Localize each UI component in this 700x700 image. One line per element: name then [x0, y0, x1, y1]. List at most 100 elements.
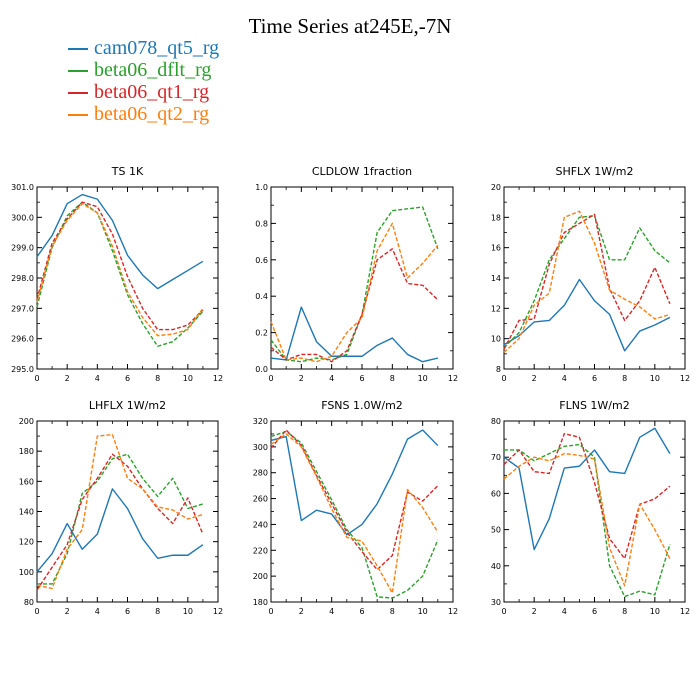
- x-tick-label: 2: [532, 374, 537, 383]
- x-tick-label: 4: [562, 607, 567, 616]
- x-tick-label: 4: [329, 607, 334, 616]
- series-line: [503, 213, 671, 350]
- series-line: [270, 248, 439, 363]
- x-tick-label: 8: [390, 374, 395, 383]
- x-tick-label: 6: [592, 374, 597, 383]
- chart-title: FSNS 1.0W/m2: [321, 399, 403, 412]
- x-tick-label: 0: [268, 607, 273, 616]
- series-line: [270, 306, 438, 363]
- x-tick-label: 2: [299, 607, 304, 616]
- x-tick-label: 0: [268, 374, 273, 383]
- y-tick-label: 0.6: [255, 256, 268, 265]
- series-line: [503, 452, 671, 587]
- x-tick-label: 6: [592, 607, 597, 616]
- y-tick-label: 299.0: [11, 244, 34, 253]
- x-tick-label: 6: [359, 607, 364, 616]
- x-tick-label: 12: [448, 607, 458, 616]
- y-tick-label: 70: [491, 453, 501, 462]
- x-tick-label: 4: [329, 374, 334, 383]
- x-tick-label: 12: [448, 374, 458, 383]
- y-tick-label: 20: [491, 183, 501, 192]
- x-tick-label: 8: [622, 607, 627, 616]
- x-tick-label: 0: [34, 607, 39, 616]
- y-tick-label: 220: [253, 546, 268, 555]
- x-tick-label: 12: [680, 607, 690, 616]
- y-tick-label: 180: [19, 447, 34, 456]
- series-line: [270, 429, 439, 571]
- series-line: [503, 210, 671, 353]
- y-tick-label: 140: [19, 508, 34, 517]
- series-line: [36, 201, 204, 331]
- legend-swatch: [68, 92, 88, 94]
- series-line: [37, 453, 204, 585]
- legend-label: beta06_qt1_rg: [94, 81, 210, 103]
- series-line: [36, 193, 204, 290]
- x-tick-label: 4: [562, 374, 567, 383]
- x-tick-label: 4: [95, 374, 100, 383]
- chart-panel: TS 1K 0 2 4 6 8 10 12 295.0 296.0 297.0 298.0 299.0 3…: [11, 165, 223, 383]
- y-tick-label: 30: [491, 598, 501, 607]
- x-tick-label: 8: [390, 607, 395, 616]
- x-tick-label: 6: [359, 374, 364, 383]
- x-tick-label: 0: [501, 374, 506, 383]
- y-tick-label: 240: [253, 520, 268, 529]
- y-tick-label: 300.0: [11, 213, 34, 222]
- y-tick-label: 280: [253, 469, 268, 478]
- y-tick-label: 1.0: [255, 183, 268, 192]
- y-tick-label: 50: [491, 526, 501, 535]
- series-line: [503, 432, 671, 560]
- x-tick-label: 10: [418, 374, 428, 383]
- x-tick-label: 10: [183, 607, 193, 616]
- y-tick-label: 120: [19, 538, 34, 547]
- y-tick-label: 180: [253, 598, 268, 607]
- series-line: [270, 222, 439, 363]
- series-line: [270, 433, 439, 594]
- x-tick-label: 0: [501, 607, 506, 616]
- y-tick-label: 40: [491, 562, 501, 571]
- x-tick-label: 12: [213, 607, 223, 616]
- y-tick-label: 296.0: [11, 335, 34, 344]
- x-tick-label: 0: [34, 374, 39, 383]
- y-tick-label: 0.0: [255, 365, 268, 374]
- x-tick-label: 10: [183, 374, 193, 383]
- y-tick-label: 0.4: [255, 292, 268, 301]
- series-line: [36, 201, 204, 347]
- series-line: [503, 278, 671, 352]
- chart-title: LHFLX 1W/m2: [89, 399, 166, 412]
- x-tick-label: 8: [622, 374, 627, 383]
- y-tick-label: 60: [491, 489, 501, 498]
- plot-frame: [503, 420, 686, 603]
- x-tick-label: 8: [155, 374, 160, 383]
- y-tick-label: 160: [19, 477, 34, 486]
- series-line: [36, 453, 204, 591]
- x-tick-label: 2: [65, 607, 70, 616]
- y-tick-label: 298.0: [11, 274, 34, 283]
- y-tick-label: 301.0: [11, 183, 34, 192]
- series-line: [504, 443, 671, 598]
- series-line: [503, 427, 671, 551]
- x-tick-label: 8: [155, 607, 160, 616]
- series-line: [36, 202, 204, 337]
- chart-title: CLDLOW 1fraction: [312, 165, 412, 178]
- y-tick-label: 80: [24, 598, 34, 607]
- x-tick-label: 10: [418, 607, 428, 616]
- y-tick-label: 320: [253, 417, 268, 426]
- chart-title: FLNS 1W/m2: [559, 399, 629, 412]
- x-tick-label: 2: [65, 374, 70, 383]
- legend-label: beta06_qt2_rg: [94, 103, 210, 125]
- chart-main-title: Time Series at245E,-7N: [248, 14, 452, 38]
- series-line: [36, 433, 204, 590]
- series-line: [270, 429, 439, 536]
- x-tick-label: 10: [650, 607, 660, 616]
- y-tick-label: 0.8: [255, 219, 268, 228]
- legend-label: cam078_qt5_rg: [94, 37, 220, 59]
- chart-panel: SHFLX 1W/m2 0 2 4 6 8 10 12 8 10 12 14 16 18 20: [491, 165, 690, 383]
- plot-frame: [36, 420, 219, 603]
- x-tick-label: 4: [95, 607, 100, 616]
- legend-label: beta06_dflt_rg: [94, 59, 212, 81]
- x-tick-label: 6: [125, 607, 130, 616]
- series-line: [503, 215, 671, 349]
- y-tick-label: 80: [491, 417, 501, 426]
- legend-swatch: [68, 70, 88, 72]
